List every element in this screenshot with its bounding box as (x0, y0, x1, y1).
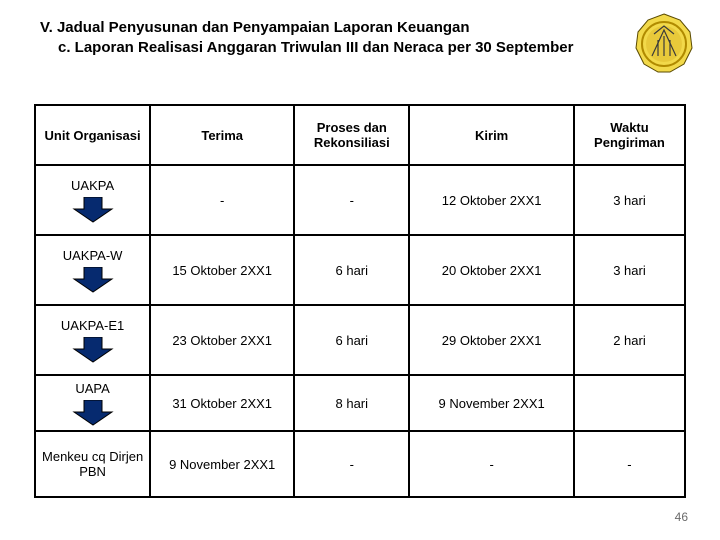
page-number: 46 (675, 510, 688, 524)
heading-line2: c. Laporan Realisasi Anggaran Triwulan I… (58, 38, 573, 58)
unit-cell: Menkeu cq Dirjen PBN (35, 431, 150, 497)
waktu-cell: 3 hari (574, 165, 685, 235)
terima-cell: - (150, 165, 294, 235)
institution-logo (632, 12, 696, 76)
col-header-terima: Terima (150, 105, 294, 165)
waktu-cell: - (574, 431, 685, 497)
down-arrow-icon (42, 337, 143, 363)
unit-label: UAPA (42, 381, 143, 396)
col-header-unit: Unit Organisasi (35, 105, 150, 165)
unit-cell: UAPA (35, 375, 150, 431)
unit-label: UAKPA-E1 (42, 318, 143, 333)
terima-cell: 23 Oktober 2XX1 (150, 305, 294, 375)
down-arrow-icon (42, 197, 143, 223)
proses-cell: 6 hari (294, 235, 409, 305)
unit-label: Menkeu cq Dirjen PBN (42, 449, 143, 479)
terima-cell: 9 November 2XX1 (150, 431, 294, 497)
terima-cell: 31 Oktober 2XX1 (150, 375, 294, 431)
proses-cell: - (294, 165, 409, 235)
table-row: UAPA 31 Oktober 2XX1 8 hari 9 November 2… (35, 375, 685, 431)
kirim-cell: 12 Oktober 2XX1 (409, 165, 574, 235)
col-header-waktu: Waktu Pengiriman (574, 105, 685, 165)
kirim-cell: - (409, 431, 574, 497)
proses-cell: 8 hari (294, 375, 409, 431)
table-row: Menkeu cq Dirjen PBN 9 November 2XX1 - -… (35, 431, 685, 497)
slide-heading: V. Jadual Penyusunan dan Penyampaian Lap… (40, 18, 573, 59)
table-row: UAKPA-E1 23 Oktober 2XX1 6 hari 29 Oktob… (35, 305, 685, 375)
waktu-cell: 2 hari (574, 305, 685, 375)
table-row: UAKPA-W 15 Oktober 2XX1 6 hari 20 Oktobe… (35, 235, 685, 305)
table-row: UAKPA - - 12 Oktober 2XX1 3 hari (35, 165, 685, 235)
kirim-cell: 20 Oktober 2XX1 (409, 235, 574, 305)
unit-label: UAKPA-W (42, 248, 143, 263)
unit-cell: UAKPA-E1 (35, 305, 150, 375)
proses-cell: 6 hari (294, 305, 409, 375)
table-header-row: Unit Organisasi Terima Proses dan Rekons… (35, 105, 685, 165)
heading-line1: V. Jadual Penyusunan dan Penyampaian Lap… (40, 18, 573, 38)
down-arrow-icon (42, 400, 143, 426)
down-arrow-icon (42, 267, 143, 293)
kirim-cell: 29 Oktober 2XX1 (409, 305, 574, 375)
terima-cell: 15 Oktober 2XX1 (150, 235, 294, 305)
kirim-cell: 9 November 2XX1 (409, 375, 574, 431)
unit-cell: UAKPA (35, 165, 150, 235)
col-header-proses: Proses dan Rekonsiliasi (294, 105, 409, 165)
waktu-cell: 3 hari (574, 235, 685, 305)
proses-cell: - (294, 431, 409, 497)
unit-cell: UAKPA-W (35, 235, 150, 305)
col-header-kirim: Kirim (409, 105, 574, 165)
unit-label: UAKPA (42, 178, 143, 193)
waktu-cell (574, 375, 685, 431)
schedule-table: Unit Organisasi Terima Proses dan Rekons… (34, 104, 686, 498)
